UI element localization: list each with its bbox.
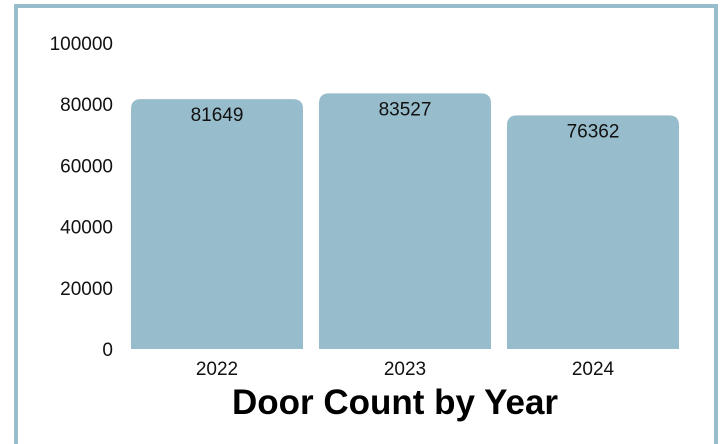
y-tick-label: 80000 [60,95,113,116]
bar-2022 [131,99,303,350]
x-axis-ticks: 2022 2023 2024 [196,359,615,380]
x-tick-label: 2023 [384,359,426,380]
bar-value-label: 81649 [191,105,244,126]
chart-title: Door Count by Year [232,383,558,422]
bar-labels: 81649 83527 76362 [191,99,620,142]
bar-value-label: 76362 [567,121,620,142]
bar-2023 [319,93,491,349]
x-tick-label: 2024 [572,359,615,380]
y-tick-label: 100000 [50,34,113,55]
x-tick-label: 2022 [196,359,238,380]
y-tick-label: 40000 [60,218,113,239]
y-axis-ticks: 0 20000 40000 60000 80000 100000 [50,34,113,361]
bar-2024 [507,115,679,350]
bar-value-label: 83527 [379,99,432,120]
bar-chart: 0 20000 40000 60000 80000 100000 81649 83527 76… [50,34,679,422]
y-tick-label: 0 [102,340,113,361]
y-tick-label: 20000 [60,279,113,300]
bars [131,93,679,350]
y-tick-label: 60000 [60,156,113,177]
